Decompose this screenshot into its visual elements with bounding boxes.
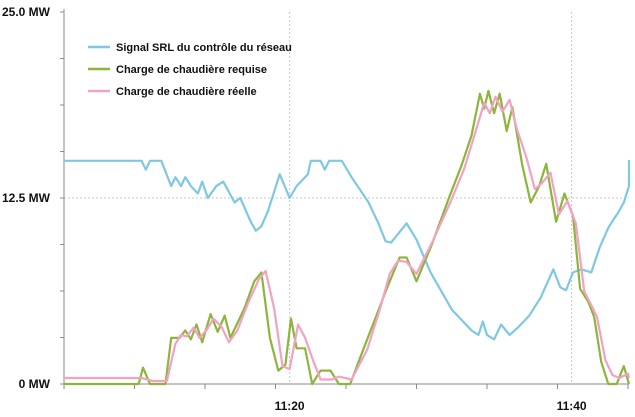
x-tick-label: 11:20 — [275, 399, 305, 413]
legend-label: Charge de chaudière requise — [116, 64, 267, 76]
series-line — [64, 95, 631, 383]
series-line — [64, 159, 631, 341]
x-tick-label: 11:40 — [557, 399, 587, 413]
series-lines — [64, 89, 631, 386]
series-line — [64, 89, 631, 386]
legend: Signal SRL du contrôle du réseau Charge d… — [88, 42, 292, 98]
y-tick-label: 0 MW — [19, 377, 51, 391]
y-tick-label: 12.5 MW — [2, 191, 51, 205]
tick-labels: 0 MW 12.5 MW 25.0 MW 11:20 11:40 — [2, 5, 587, 413]
legend-label: Charge de chaudière réelle — [116, 86, 257, 98]
y-tick-label: 25.0 MW — [2, 5, 51, 19]
legend-label: Signal SRL du contrôle du réseau — [116, 42, 292, 54]
